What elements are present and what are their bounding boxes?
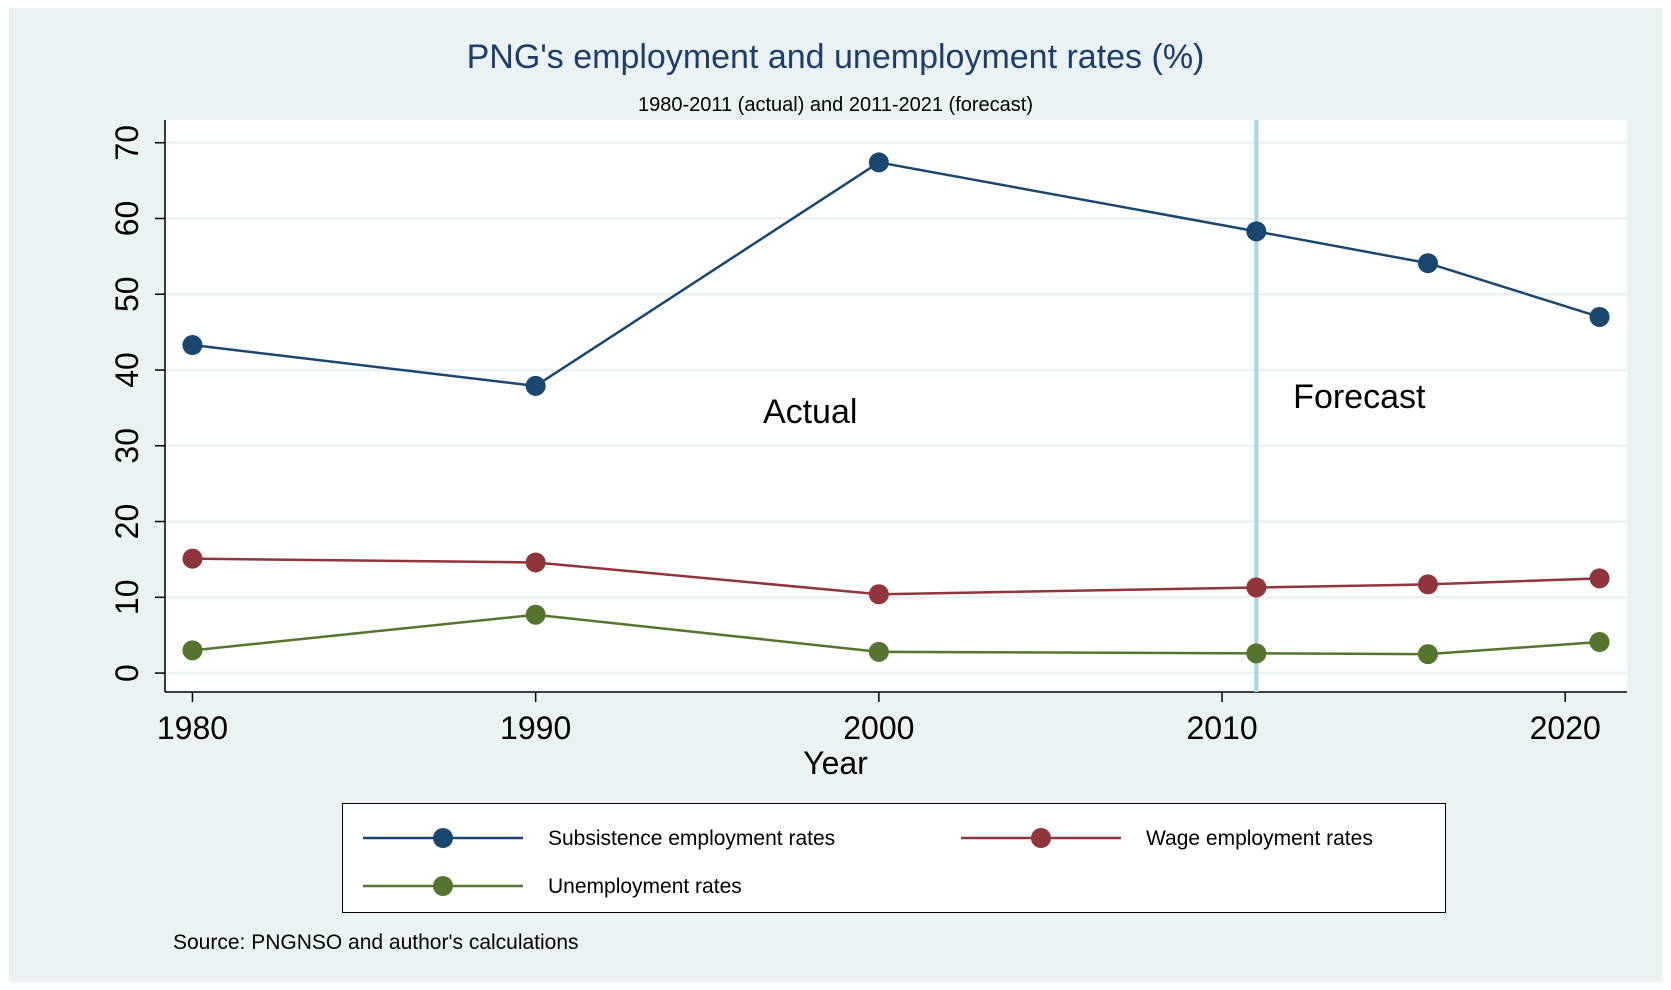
y-tick-label: 20: [109, 504, 145, 540]
x-tick-label: 2010: [1186, 710, 1257, 746]
x-tick-label: 2000: [843, 710, 914, 746]
series-point-0: [182, 335, 203, 356]
legend-swatch-unemployment: [363, 876, 523, 896]
y-tick-label: 10: [109, 580, 145, 616]
y-tick-label: 60: [109, 201, 145, 237]
series-point-1: [182, 548, 203, 569]
x-tick-label: 1990: [500, 710, 571, 746]
y-tick-label: 40: [109, 352, 145, 388]
series-line-2: [192, 613, 1600, 656]
series-point-0: [1417, 253, 1438, 274]
y-tick-label: 0: [109, 664, 145, 682]
series-point-0: [525, 375, 546, 396]
series-point-0: [1589, 306, 1610, 327]
y-tick-label: 30: [109, 428, 145, 464]
legend: Subsistence employment rates Wage employ…: [342, 803, 1446, 913]
legend-swatch-wage: [961, 828, 1121, 848]
legend-label-wage: Wage employment rates: [1146, 827, 1373, 850]
y-tick-label: 50: [109, 276, 145, 312]
series-point-1: [1246, 577, 1267, 598]
source-note: Source: PNGNSO and author's calculations: [173, 931, 579, 954]
series-point-0: [868, 152, 889, 173]
series-point-1: [525, 552, 546, 573]
x-tick-label: 2020: [1530, 710, 1601, 746]
series-point-2: [1417, 644, 1438, 665]
y-tick-label: 70: [109, 125, 145, 161]
series-point-2: [525, 604, 546, 625]
legend-label-unemployment: Unemployment rates: [548, 875, 742, 898]
x-axis-title: Year: [803, 745, 868, 781]
series-point-1: [868, 584, 889, 605]
chart-subtitle: 1980-2011 (actual) and 2011-2021 (foreca…: [637, 94, 1034, 116]
series-point-2: [182, 640, 203, 661]
series-point-1: [1589, 568, 1610, 589]
x-tick-label: 1980: [157, 710, 228, 746]
series-point-2: [1589, 631, 1610, 652]
series-point-0: [1246, 221, 1267, 242]
series-line-1: [192, 557, 1600, 596]
annotation-label: Forecast: [1293, 378, 1426, 416]
annotation-label: Actual: [763, 393, 858, 431]
legend-label-subsistence: Subsistence employment rates: [548, 827, 836, 850]
series-line-0: [192, 161, 1600, 388]
legend-swatch-subsistence: [363, 828, 523, 848]
series-point-2: [868, 641, 889, 662]
series-point-2: [1246, 643, 1267, 664]
series-point-1: [1417, 574, 1438, 595]
chart-title: PNG's employment and unemployment rates …: [466, 38, 1205, 76]
